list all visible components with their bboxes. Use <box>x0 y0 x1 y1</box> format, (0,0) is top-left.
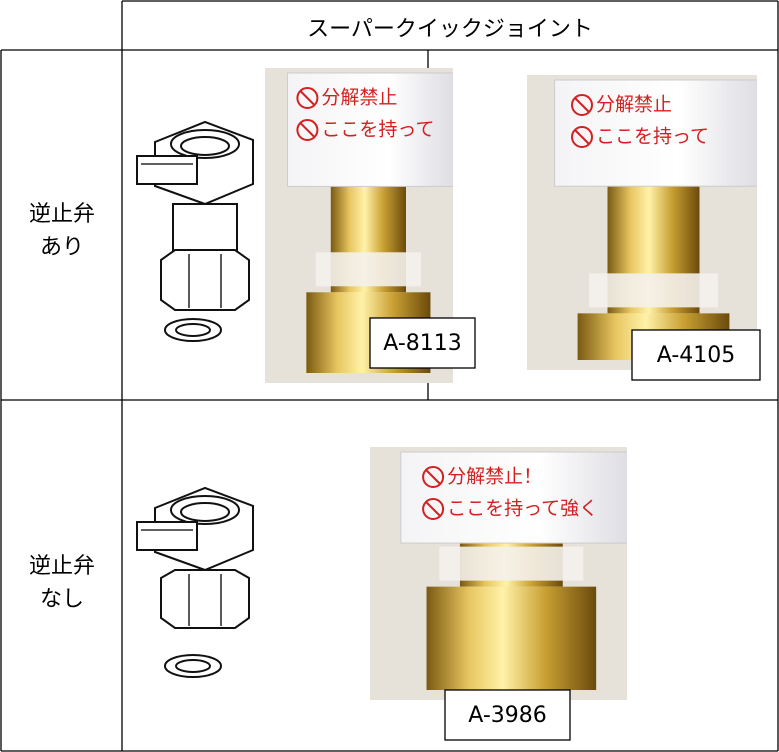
warning-text: ここを持って <box>321 119 434 141</box>
product-code: A-8113 <box>383 331 462 356</box>
product-photo: 分解禁止！ ここを持って強く <box>370 447 627 700</box>
code-box <box>444 689 571 741</box>
no-icon <box>574 129 590 145</box>
product-code: A-3986 <box>468 703 547 728</box>
no-icon <box>296 87 319 109</box>
row-label: 逆止弁 <box>29 554 95 579</box>
no-icon <box>422 498 445 520</box>
brass-nut <box>426 586 597 690</box>
no-icon <box>571 94 593 116</box>
white-cap <box>400 451 627 544</box>
header-title: スーパークイックジョイント <box>307 17 593 42</box>
no-icon <box>425 501 441 517</box>
label-sticker <box>315 252 422 287</box>
row-label: 逆止弁 <box>29 202 95 227</box>
warning-text: 分解禁止 <box>321 87 397 109</box>
warning-text: ここを持って <box>596 126 709 148</box>
code-box <box>369 317 476 369</box>
product-code: A-4105 <box>657 343 736 368</box>
row-label: あり <box>40 235 84 260</box>
row-label: なし <box>40 587 84 612</box>
warning-text: 分解禁止 <box>596 94 672 116</box>
no-icon <box>574 97 590 113</box>
no-icon <box>296 119 319 141</box>
no-icon <box>571 126 593 148</box>
fitting-drawing <box>136 486 254 678</box>
warning-text: ここを持って強く <box>447 498 598 520</box>
code-box <box>631 329 761 381</box>
label-sticker <box>589 273 718 308</box>
fitting-drawing <box>136 120 254 342</box>
no-icon <box>425 469 441 485</box>
label-sticker <box>439 546 584 581</box>
no-icon <box>422 466 445 488</box>
warning-text: 分解禁止！ <box>447 466 542 488</box>
no-icon <box>299 122 316 138</box>
no-icon <box>299 90 316 106</box>
